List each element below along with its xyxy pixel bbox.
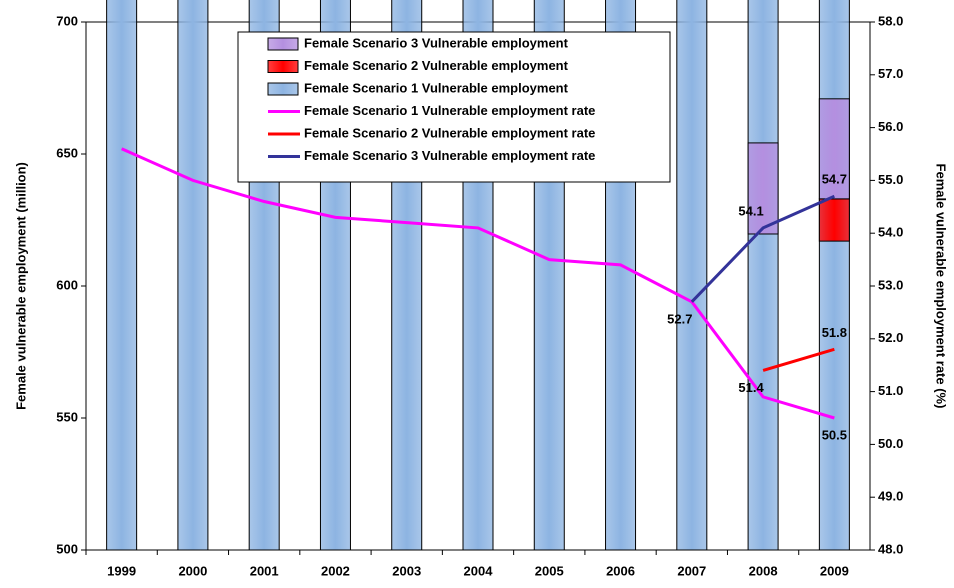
x-tick-label: 2003 (392, 563, 421, 578)
y2-tick-label: 52.0 (878, 330, 903, 345)
bar (747, 0, 779, 551)
y2-tick-label: 48.0 (878, 541, 903, 556)
y2-tick-label: 55.0 (878, 172, 903, 187)
y2-tick-label: 57.0 (878, 66, 903, 81)
legend-label: Female Scenario 1 Vulnerable employment … (304, 103, 595, 118)
line (121, 147, 835, 420)
x-tick-label: 2000 (178, 563, 207, 578)
data-label: 50.5 (822, 427, 847, 442)
bar (818, 198, 850, 242)
data-label: 51.8 (822, 325, 847, 340)
y-tick-label: 700 (56, 13, 78, 28)
y2-tick-label: 54.0 (878, 225, 903, 240)
x-tick-label: 2009 (820, 563, 849, 578)
legend-label: Female Scenario 3 Vulnerable employment … (304, 148, 595, 163)
y2-tick-label: 49.0 (878, 489, 903, 504)
y-tick-label: 600 (56, 277, 78, 292)
x-tick-label: 2006 (606, 563, 635, 578)
y2-tick-label: 56.0 (878, 119, 903, 134)
legend-label: Female Scenario 2 Vulnerable employment … (304, 125, 595, 140)
data-label: 51.4 (738, 380, 764, 395)
y-tick-label: 650 (56, 145, 78, 160)
x-tick-label: 2007 (677, 563, 706, 578)
bar (177, 0, 209, 551)
x-tick-label: 1999 (107, 563, 136, 578)
legend-swatch (267, 82, 299, 96)
legend-swatch (267, 37, 299, 51)
y2-axis-label: Female vulnerable employment rate (%) (934, 164, 949, 409)
data-label: 54.1 (738, 203, 763, 218)
line (762, 347, 835, 372)
y-tick-label: 550 (56, 409, 78, 424)
legend-box (237, 31, 671, 183)
bar (106, 0, 138, 551)
legend-label: Female Scenario 3 Vulnerable employment (304, 35, 569, 50)
y2-tick-label: 58.0 (878, 13, 903, 28)
bar (818, 0, 850, 551)
y-axis-label: Female vulnerable employment (million) (13, 162, 28, 410)
y2-tick-label: 51.0 (878, 383, 903, 398)
bar (747, 142, 779, 235)
x-tick-label: 2002 (321, 563, 350, 578)
data-label: 54.7 (822, 172, 847, 187)
bar (676, 0, 708, 551)
y-tick-label: 500 (56, 541, 78, 556)
bar (818, 98, 850, 200)
x-tick-label: 2005 (535, 563, 564, 578)
y2-tick-label: 50.0 (878, 436, 903, 451)
x-tick-label: 2004 (464, 563, 494, 578)
y2-tick-label: 53.0 (878, 277, 903, 292)
x-tick-label: 2008 (749, 563, 778, 578)
legend-label: Female Scenario 1 Vulnerable employment (304, 80, 569, 95)
line (690, 194, 835, 303)
legend-label: Female Scenario 2 Vulnerable employment (304, 58, 569, 73)
legend-swatch (267, 60, 299, 73)
data-label: 52.7 (667, 311, 692, 326)
x-tick-label: 2001 (250, 563, 279, 578)
